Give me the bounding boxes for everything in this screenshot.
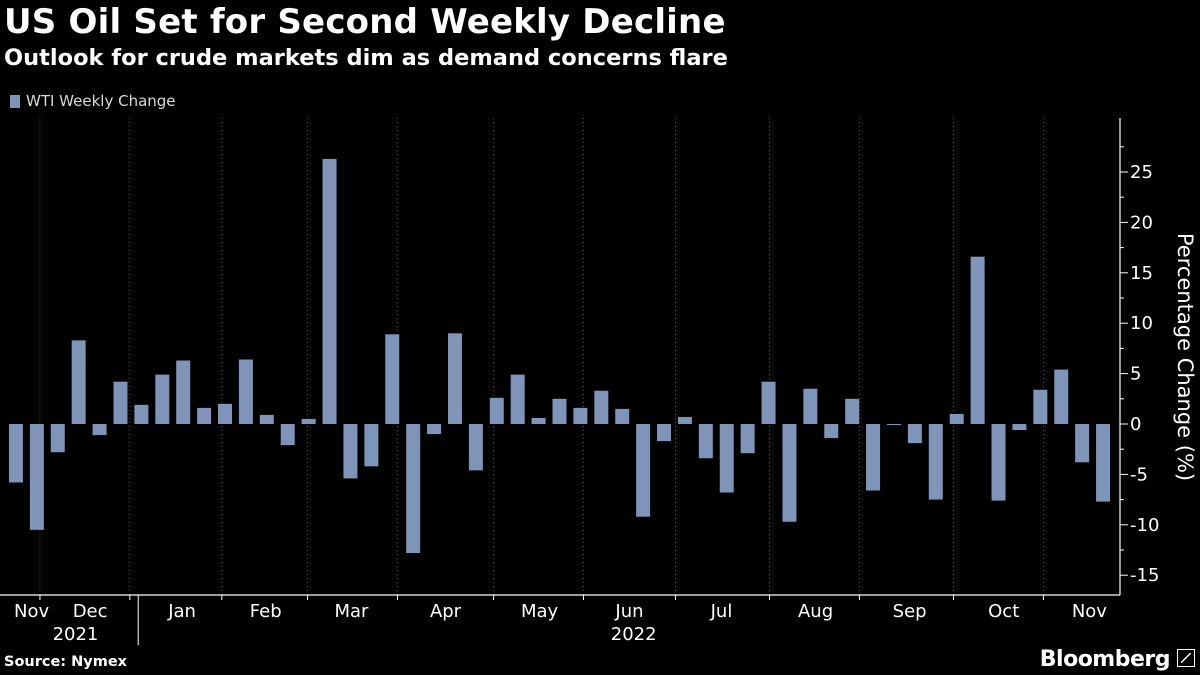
- chart-title: US Oil Set for Second Weekly Decline: [4, 2, 726, 42]
- bar: [385, 334, 400, 424]
- bar-series: [8, 158, 1111, 554]
- y-tick-label: 10: [1130, 313, 1153, 334]
- bar: [761, 381, 776, 424]
- y-tick-label: 20: [1130, 212, 1153, 233]
- x-month-label: May: [521, 601, 559, 622]
- bar: [322, 158, 337, 424]
- bar: [698, 424, 713, 459]
- bar: [949, 413, 964, 424]
- bar: [1075, 424, 1090, 463]
- bloomberg-terminal-icon: [1177, 649, 1195, 667]
- bar: [301, 418, 316, 424]
- x-month-label: Feb: [250, 601, 282, 622]
- y-tick-label: 0: [1130, 414, 1141, 435]
- bar: [29, 424, 44, 530]
- bar: [218, 403, 233, 424]
- x-month-label: Dec: [73, 601, 108, 622]
- bar: [489, 397, 504, 424]
- bar: [1054, 369, 1069, 424]
- bar: [510, 374, 525, 424]
- bar: [886, 424, 901, 426]
- y-tick-label: -15: [1130, 565, 1159, 586]
- legend-label: WTI Weekly Change: [26, 92, 176, 110]
- bar: [8, 424, 23, 483]
- y-axis: 25 20 15 10 5 0 -5 -10 -15 Percentage Change (%): [1119, 118, 1197, 595]
- bar: [238, 359, 253, 424]
- bar: [677, 416, 692, 424]
- bar: [155, 374, 170, 424]
- legend: WTI Weekly Change: [10, 92, 176, 110]
- bar: [176, 360, 191, 424]
- x-month-label: Jul: [710, 601, 733, 622]
- y-tick-label: -5: [1130, 464, 1148, 485]
- grid-lines: [39, 118, 1044, 595]
- bar: [866, 424, 881, 491]
- x-month-label: Nov: [1072, 601, 1107, 622]
- x-month-label: Nov: [14, 601, 49, 622]
- y-axis-label: Percentage Change (%): [1173, 233, 1197, 481]
- bar: [427, 424, 442, 435]
- bar: [71, 340, 86, 424]
- x-month-label: Oct: [988, 601, 1019, 622]
- y-tick-label: 5: [1130, 364, 1141, 385]
- bar: [1096, 424, 1111, 502]
- x-month-label: Jun: [614, 601, 643, 622]
- x-year-label: 2022: [611, 624, 657, 645]
- bar: [782, 424, 797, 522]
- bloomberg-logo: Bloomberg: [1039, 647, 1171, 672]
- bar: [531, 417, 546, 424]
- bar: [636, 424, 651, 517]
- y-tick-label: -10: [1130, 515, 1159, 536]
- x-axis: Nov Dec Jan Feb Mar Apr May Jun Jul Aug Sep Oct Nov2…: [0, 594, 1120, 645]
- bar: [615, 408, 630, 424]
- source-note: Source: Nymex: [4, 654, 128, 670]
- y-tick-label: 15: [1130, 263, 1153, 284]
- bar: [928, 424, 943, 500]
- x-month-label: Mar: [334, 601, 369, 622]
- x-year-label: 2021: [53, 624, 99, 645]
- bar: [406, 424, 421, 554]
- x-month-label: Aug: [798, 601, 833, 622]
- bar: [803, 388, 818, 424]
- bar: [1033, 389, 1048, 424]
- bar: [468, 424, 483, 471]
- chart-subtitle: Outlook for crude markets dim as demand …: [4, 45, 728, 71]
- bar: [197, 407, 212, 424]
- bar: [740, 424, 755, 454]
- bar: [113, 381, 128, 424]
- bar: [594, 390, 609, 424]
- bar: [970, 256, 985, 424]
- bar: [991, 424, 1006, 501]
- bar: [259, 414, 274, 424]
- bar: [1012, 424, 1027, 431]
- bar: [907, 424, 922, 444]
- bar: [447, 333, 462, 424]
- bar: [364, 424, 379, 467]
- bar: [50, 424, 65, 453]
- x-month-label: Apr: [430, 601, 462, 622]
- bar: [824, 424, 839, 439]
- x-month-label: Sep: [893, 601, 927, 622]
- bar: [719, 424, 734, 493]
- bar: [343, 424, 358, 479]
- bar: [845, 398, 860, 424]
- bar: [92, 424, 107, 436]
- legend-swatch: [10, 94, 20, 108]
- bar: [573, 407, 588, 424]
- x-month-label: Jan: [167, 601, 196, 622]
- bar: [280, 424, 295, 446]
- bar: [552, 398, 567, 424]
- bar: [134, 404, 149, 424]
- y-tick-label: 25: [1130, 162, 1153, 183]
- bar: [657, 424, 672, 442]
